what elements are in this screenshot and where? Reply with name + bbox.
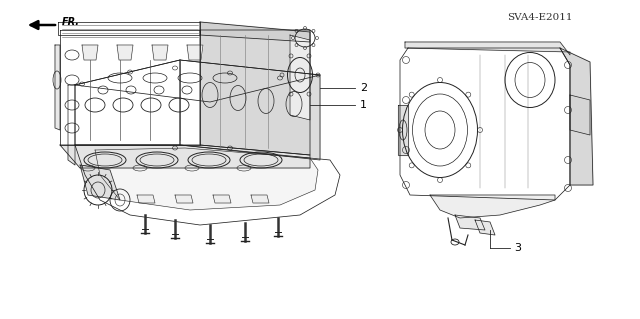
Text: 2: 2	[360, 83, 367, 93]
Polygon shape	[82, 45, 98, 60]
Polygon shape	[213, 195, 231, 203]
Polygon shape	[75, 60, 320, 102]
Polygon shape	[117, 45, 133, 60]
Polygon shape	[430, 195, 555, 218]
Polygon shape	[187, 45, 203, 60]
Polygon shape	[475, 220, 495, 235]
Polygon shape	[290, 35, 310, 120]
Polygon shape	[398, 105, 408, 155]
Polygon shape	[60, 145, 310, 168]
Text: 3: 3	[514, 243, 521, 253]
Polygon shape	[200, 22, 310, 42]
Polygon shape	[200, 30, 310, 155]
Text: FR.: FR.	[62, 17, 80, 27]
Polygon shape	[75, 145, 340, 225]
Polygon shape	[152, 45, 168, 60]
Polygon shape	[455, 215, 485, 230]
Text: SVA4-E2011: SVA4-E2011	[508, 13, 573, 22]
Polygon shape	[400, 48, 570, 200]
Polygon shape	[80, 165, 120, 200]
Polygon shape	[570, 95, 590, 135]
Polygon shape	[60, 30, 200, 145]
Text: 1: 1	[360, 100, 367, 110]
Polygon shape	[180, 60, 320, 160]
Polygon shape	[68, 85, 75, 165]
Polygon shape	[251, 195, 269, 203]
Polygon shape	[55, 45, 60, 130]
Polygon shape	[58, 22, 200, 35]
Polygon shape	[75, 60, 180, 145]
Polygon shape	[175, 195, 193, 203]
Polygon shape	[405, 42, 570, 55]
Polygon shape	[137, 195, 155, 203]
Polygon shape	[95, 148, 318, 210]
Polygon shape	[560, 48, 593, 185]
